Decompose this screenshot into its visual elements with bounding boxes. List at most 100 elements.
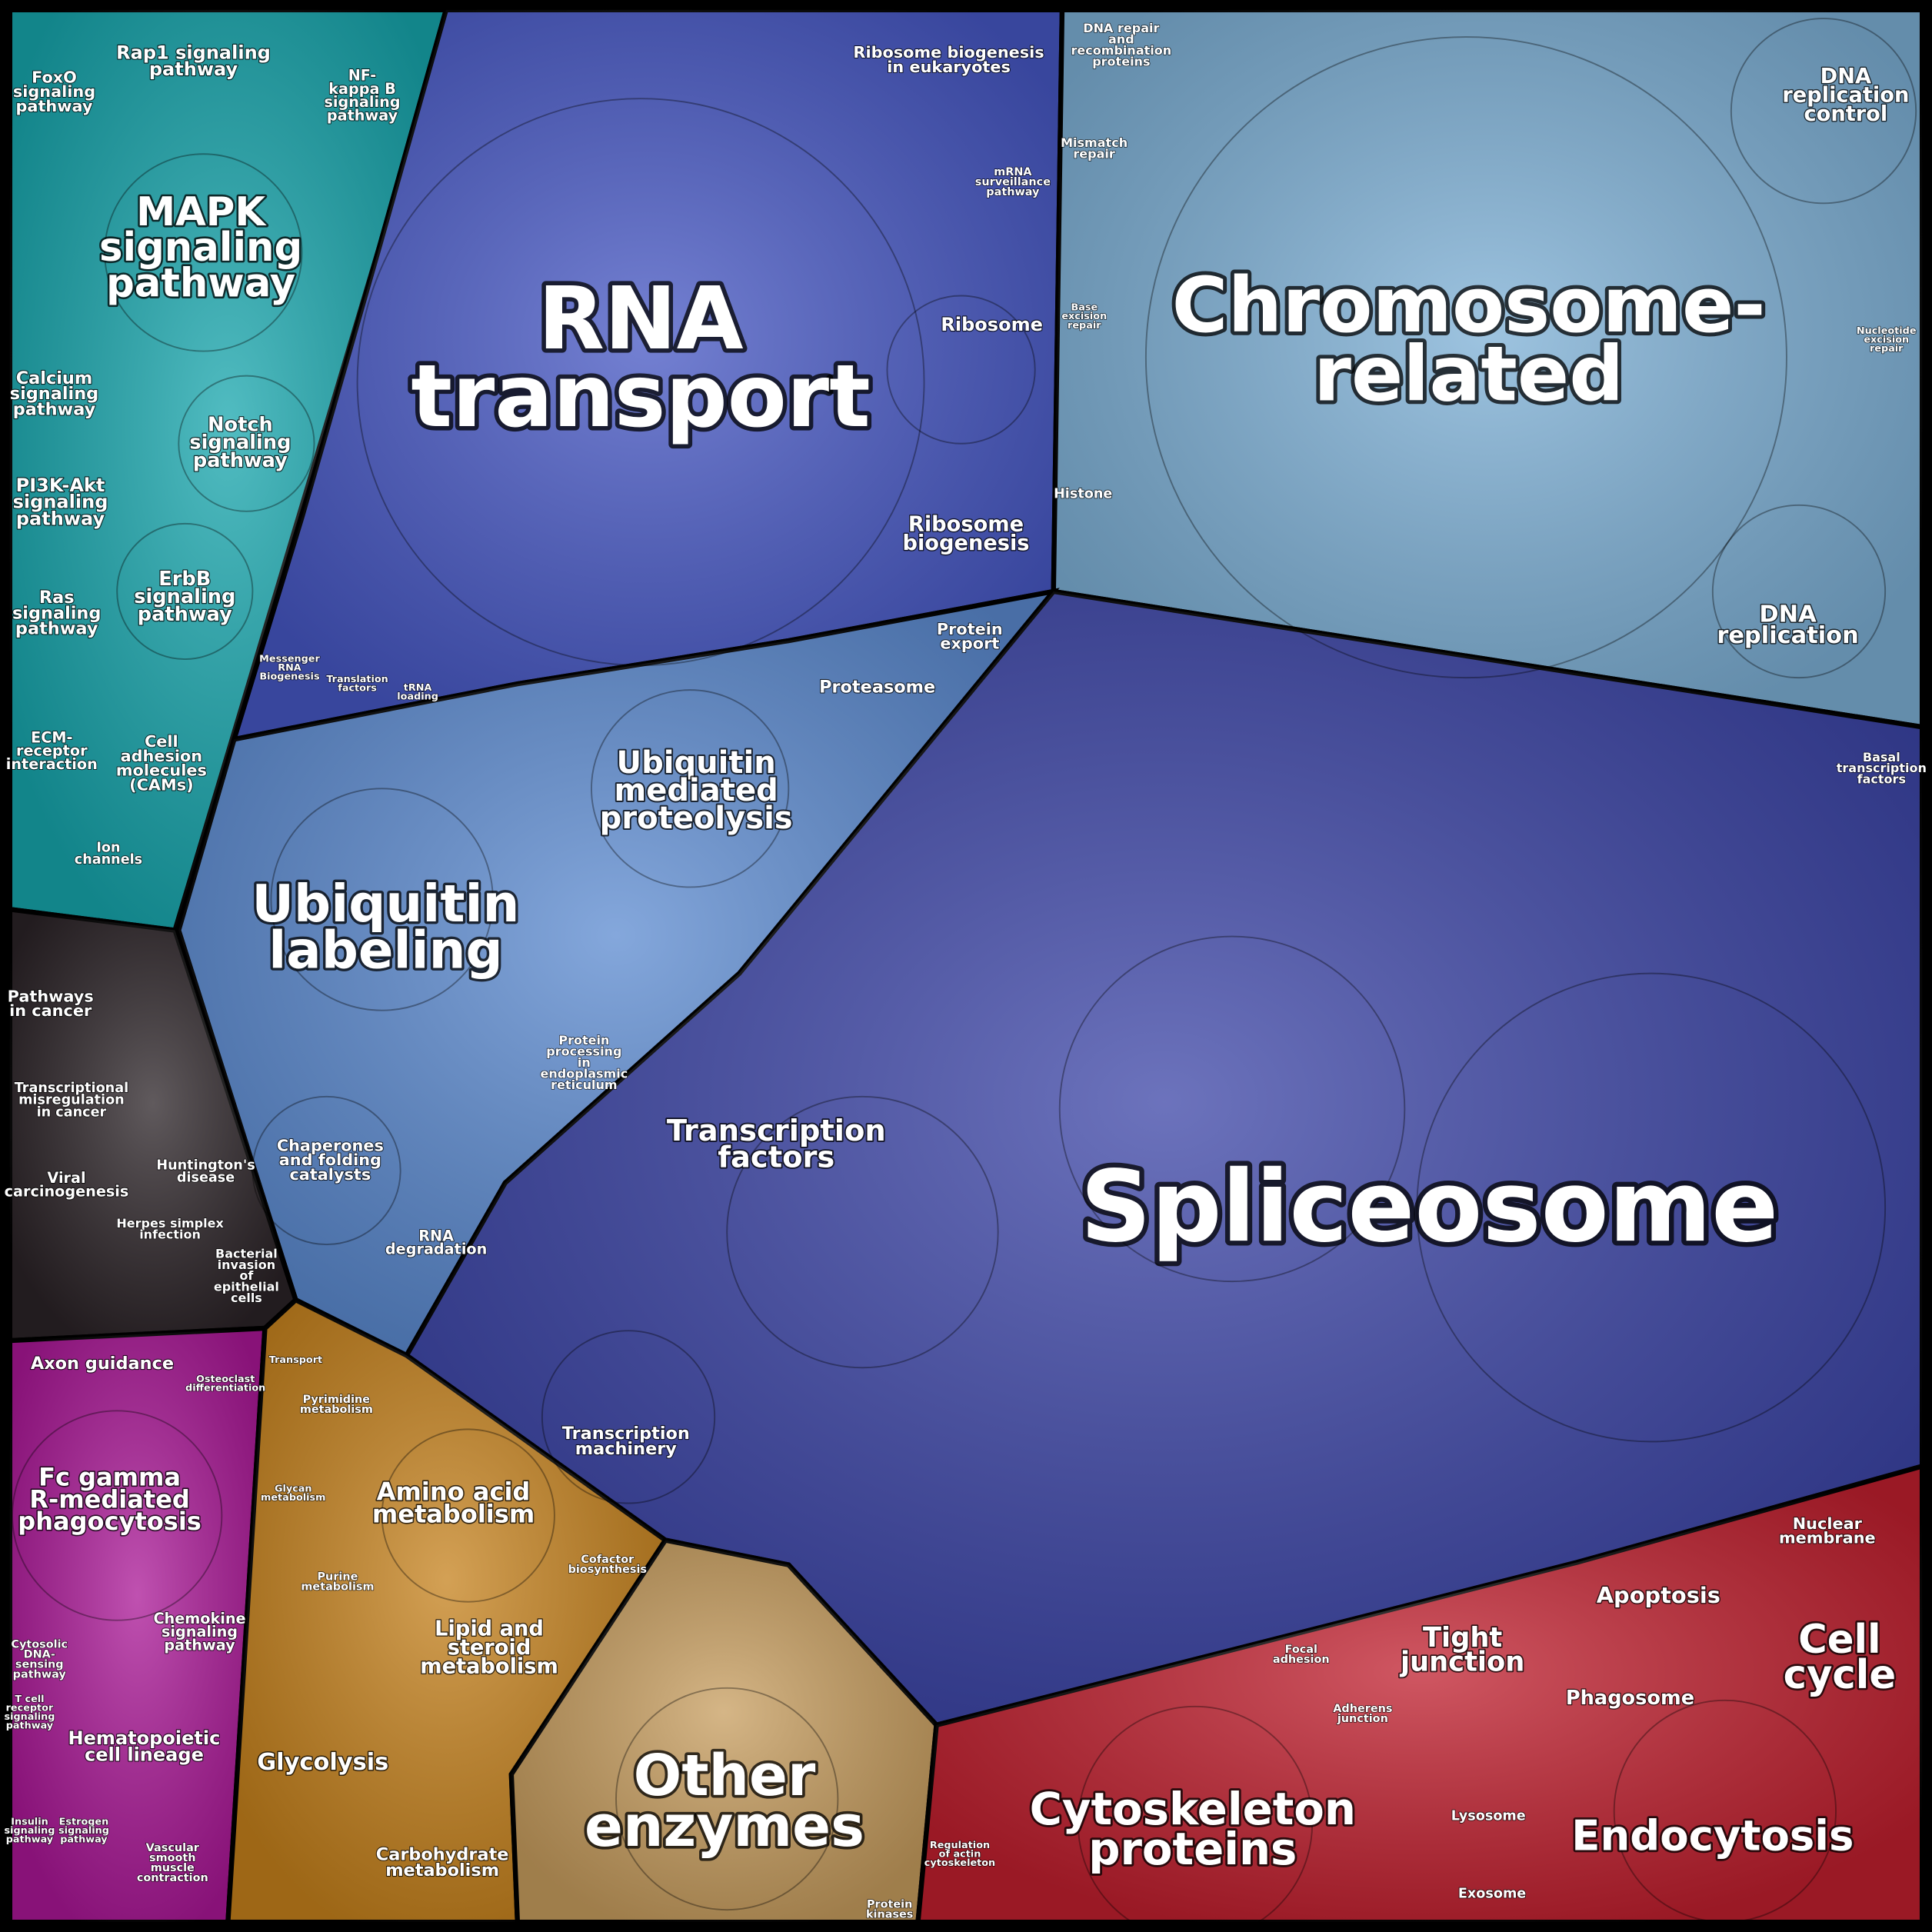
region-label: Transcription (667, 1114, 886, 1148)
cell-outline (591, 689, 790, 888)
region-label: factors (1857, 772, 1906, 787)
region-label: Proteasome (819, 677, 935, 697)
region-shade (406, 591, 1923, 1725)
region-label: excision (1864, 335, 1909, 346)
region-label: Osteoclast (196, 1374, 255, 1385)
region-label: steroid (448, 1636, 531, 1660)
region-label: infection (139, 1227, 201, 1242)
region-shade (1053, 9, 1923, 728)
region-shade (228, 1300, 666, 1923)
region-label: signaling (189, 431, 291, 455)
region-label: proteolysis (600, 801, 793, 836)
cell-outline (1730, 18, 1917, 205)
region-label: kinases (866, 1909, 913, 1921)
region-label: DNA (1759, 601, 1817, 628)
region-label: signaling (134, 585, 235, 608)
region-label: Insulin (11, 1817, 48, 1828)
region-label: signaling (13, 82, 95, 101)
region-label: Ribosome biogenesis (853, 43, 1044, 62)
region-label: signaling (4, 1825, 55, 1837)
region-label: adhesion (1273, 1654, 1330, 1666)
cell-outline (886, 295, 1036, 445)
region-label: Transcription (562, 1424, 690, 1444)
region-label: Pathways (8, 987, 94, 1005)
region-label: pathway (327, 106, 398, 124)
cell-outline (1613, 1699, 1837, 1924)
region-label: mediated (615, 773, 778, 808)
region-label: metabolism (372, 1500, 535, 1529)
region-label: Lysosome (1451, 1808, 1526, 1824)
region-label: repair (1870, 343, 1904, 355)
region-label: biosynthesis (568, 1564, 647, 1576)
region-label: Endocytosis (1571, 1810, 1854, 1860)
region-label: Vascular (146, 1842, 200, 1854)
region-label: metabolism (420, 1655, 558, 1679)
region-label: DNA repair (1083, 21, 1159, 35)
cell-outline (270, 788, 494, 1011)
cell-outline (178, 375, 315, 512)
region-label: mRNA (994, 166, 1032, 178)
region-label: Ribosome (941, 314, 1043, 335)
region-label: Ion (96, 840, 120, 855)
region-label: pathway (986, 186, 1040, 198)
region-label: degradation (385, 1241, 487, 1258)
region-label: in eukaryotes (887, 58, 1011, 76)
region-label: smooth (149, 1852, 196, 1864)
region-label: metabolism (301, 1581, 374, 1594)
region-label: Fc gamma (38, 1462, 181, 1491)
region-label: proteins (1092, 54, 1150, 68)
region-label: receptor (16, 742, 88, 760)
region-label: adhesion (121, 747, 203, 765)
region-label: loading (397, 691, 438, 703)
region-label: Tight (1423, 1622, 1502, 1654)
cell-outline (1058, 935, 1406, 1283)
region-label: cell lineage (85, 1744, 204, 1766)
region-label: Histone (1054, 486, 1112, 501)
cell-outline (251, 1095, 401, 1246)
region-label: surveillance (975, 176, 1051, 188)
region-label: pathway (6, 1720, 54, 1732)
region-label: FoxO (32, 68, 77, 86)
region-label: pathway (15, 619, 98, 639)
cell-outline (541, 1330, 716, 1504)
cell-outline (1711, 504, 1887, 679)
region-label: molecules (116, 761, 207, 780)
region-label: Exosome (1458, 1886, 1526, 1901)
region-label: Protein (937, 620, 1003, 638)
region-label: factors (718, 1141, 834, 1175)
region-label: machinery (575, 1439, 678, 1459)
region-label: Biogenesis (259, 671, 320, 682)
region-shade (918, 1466, 1923, 1923)
cell-outline (726, 1095, 999, 1369)
region-label: related (1314, 331, 1624, 419)
region-label: repair (1068, 320, 1101, 331)
region-label: Spliceosome (1081, 1150, 1779, 1264)
region-label: excision (1061, 311, 1107, 322)
region-label: endoplasmic (541, 1066, 628, 1081)
region-label: Amino acid (377, 1477, 531, 1507)
cell-outline (381, 1428, 555, 1603)
region-label: transport (411, 347, 870, 447)
region-label: signaling (12, 603, 101, 623)
region-label: Pyrimidine (303, 1394, 371, 1406)
region-shade (511, 1540, 937, 1923)
region-label: receptor (6, 1703, 54, 1714)
cell-outline (104, 153, 303, 352)
region-label: R-mediated (29, 1484, 190, 1514)
region-label: DNA (1820, 65, 1871, 88)
region-label: interaction (6, 755, 98, 773)
region-shade (178, 591, 1054, 1356)
region-label: Nucleotide (1857, 325, 1917, 337)
region-label: in cancer (37, 1104, 107, 1120)
region-label: and folding (279, 1151, 381, 1169)
region-label: Phagosome (1566, 1687, 1694, 1710)
region-label: Notch (208, 414, 273, 437)
region-label: pathway (164, 1637, 235, 1654)
region-label: RNA (538, 269, 744, 369)
region-label: Viral (47, 1169, 85, 1187)
cell-outline (356, 98, 925, 667)
region-label: RNA (278, 662, 301, 674)
region-label: metabolism (385, 1860, 499, 1880)
region-label: pathway (16, 508, 105, 529)
region-label: replication (1782, 83, 1909, 107)
